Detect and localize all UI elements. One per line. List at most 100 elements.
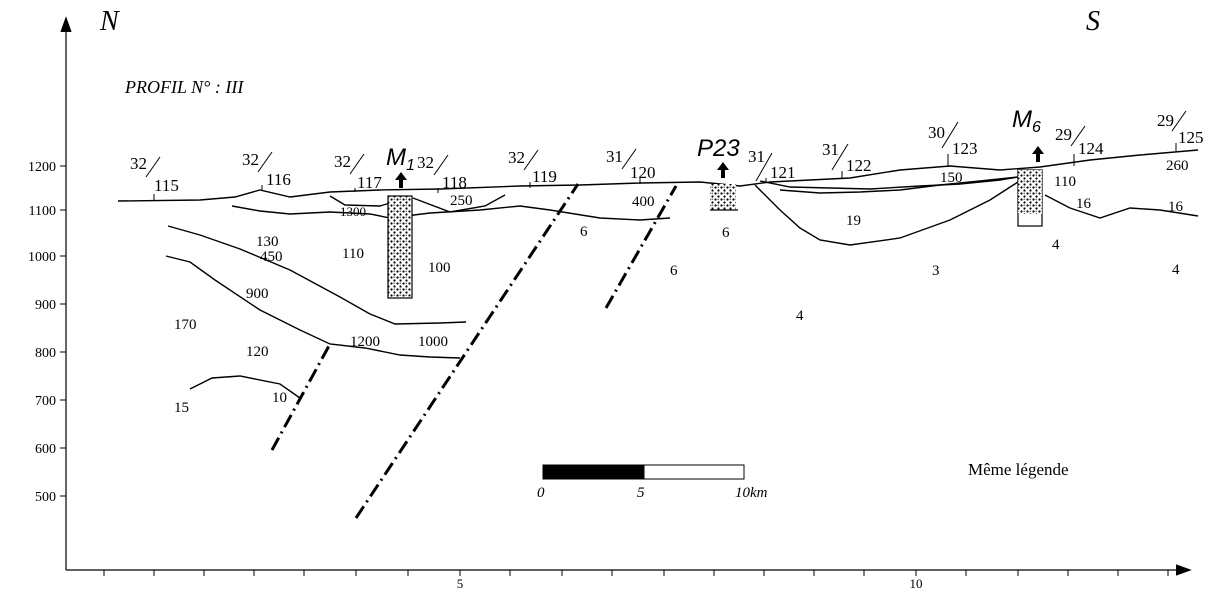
resistivity-value: 4 bbox=[796, 308, 804, 324]
south-label: S bbox=[1086, 6, 1100, 37]
resistivity-value: 110 bbox=[1054, 174, 1076, 190]
station-denominator: 123 bbox=[952, 139, 978, 158]
y-axis-arrow bbox=[60, 16, 72, 33]
resistivity-value: 260 bbox=[1166, 158, 1189, 174]
station-123: 30 123 bbox=[928, 121, 978, 166]
x-tick-label: 10 bbox=[910, 576, 923, 591]
station-numerator: 32 bbox=[508, 148, 525, 167]
station-denominator: 124 bbox=[1078, 139, 1104, 158]
resistivity-values: 1300 250 400 130 450 110 100 6 6 6 900 1… bbox=[174, 158, 1189, 416]
boundary-150-upper bbox=[759, 176, 1019, 190]
boundary-130 bbox=[167, 225, 467, 325]
well-m1: M1 bbox=[386, 144, 415, 299]
station-125: 29 125 bbox=[1157, 110, 1204, 151]
station-numerator: 32 bbox=[417, 153, 434, 172]
station-numerator: 31 bbox=[606, 147, 623, 166]
well-p23: P23 bbox=[697, 135, 740, 211]
resistivity-value: 15 bbox=[174, 400, 189, 416]
station-124: 29 124 bbox=[1055, 125, 1104, 166]
y-tick-label: 700 bbox=[35, 394, 56, 409]
station-denominator: 116 bbox=[266, 170, 291, 189]
resistivity-value: 110 bbox=[342, 246, 364, 262]
resistivity-value: 10 bbox=[272, 390, 287, 406]
y-tick-label: 1000 bbox=[28, 250, 56, 265]
resistivity-value: 19 bbox=[846, 213, 861, 229]
station-denominator: 125 bbox=[1178, 128, 1204, 147]
station-117: 32 117 bbox=[334, 152, 382, 192]
boundary-150-lower bbox=[779, 176, 1019, 194]
station-118: 32 118 bbox=[417, 153, 467, 193]
resistivity-value: 4 bbox=[1172, 262, 1180, 278]
station-numerator: 31 bbox=[748, 147, 765, 166]
station-denominator: 117 bbox=[357, 173, 382, 192]
well-m6: M6 bbox=[1012, 106, 1044, 227]
station-numerator: 32 bbox=[130, 154, 147, 173]
scale-bar-white-segment bbox=[643, 464, 745, 480]
well-p23-arrow bbox=[717, 162, 729, 178]
scale-bar-black-segment bbox=[542, 464, 645, 480]
y-tick-label: 500 bbox=[35, 490, 56, 505]
resistivity-value: 250 bbox=[450, 193, 473, 209]
y-tick-labels: 1200 1100 1000 900 800 700 600 500 bbox=[28, 160, 56, 505]
resistivity-value: 1200 bbox=[350, 334, 380, 350]
resistivity-value: 16 bbox=[1076, 196, 1092, 212]
topographic-surface bbox=[117, 149, 1199, 202]
resistivity-value: 450 bbox=[260, 249, 283, 265]
station-denominator: 119 bbox=[532, 167, 557, 186]
scale-label: 5 bbox=[637, 485, 645, 501]
station-denominator: 122 bbox=[846, 156, 872, 175]
resistivity-value: 150 bbox=[940, 170, 963, 186]
station-numerator: 30 bbox=[928, 123, 945, 142]
boundary-900 bbox=[165, 255, 461, 359]
x-tick-labels: 5 10 bbox=[457, 576, 923, 591]
resistivity-value: 6 bbox=[670, 263, 678, 279]
station-115: 32 115 bbox=[130, 154, 179, 200]
x-axis-arrow bbox=[1175, 564, 1192, 576]
boundary-1300-lens bbox=[329, 195, 391, 207]
resistivity-value: 900 bbox=[246, 286, 269, 302]
legend-note: Même légende bbox=[968, 460, 1069, 479]
resistivity-value: 16 bbox=[1168, 199, 1184, 215]
resistivity-value: 130 bbox=[256, 234, 279, 250]
boundary-16 bbox=[1044, 194, 1199, 219]
station-122: 31 122 bbox=[822, 140, 872, 179]
station-numerator: 32 bbox=[242, 150, 259, 169]
axes bbox=[60, 16, 1192, 576]
well-m1-arrow bbox=[395, 172, 407, 188]
well-m6-arrow bbox=[1032, 146, 1044, 162]
well-p23-column bbox=[710, 184, 736, 210]
resistivity-value: 4 bbox=[1052, 237, 1060, 253]
y-tick-label: 1200 bbox=[28, 160, 56, 175]
y-tick-label: 600 bbox=[35, 442, 56, 457]
station-denominator: 118 bbox=[442, 173, 467, 192]
well-m1-column bbox=[387, 195, 413, 299]
resistivity-value: 100 bbox=[428, 260, 451, 276]
well-p23-label: P23 bbox=[697, 135, 740, 162]
station-denominator: 121 bbox=[770, 163, 796, 182]
stations: 32 115 32 116 32 117 32 118 32 119 bbox=[130, 110, 1204, 200]
station-116: 32 116 bbox=[242, 150, 291, 191]
well-m6-label: M6 bbox=[1012, 106, 1041, 136]
layer-boundaries bbox=[117, 149, 1199, 399]
scale-bar: 0 5 10km bbox=[537, 464, 768, 501]
boundary-shallow-west bbox=[231, 205, 671, 221]
resistivity-value: 1300 bbox=[340, 204, 366, 219]
resistivity-value: 6 bbox=[722, 225, 730, 241]
well-m1-label: M1 bbox=[386, 144, 415, 174]
station-denominator: 115 bbox=[154, 176, 179, 195]
x-ticks bbox=[103, 570, 1169, 576]
station-numerator: 32 bbox=[334, 152, 351, 171]
x-tick-label: 5 bbox=[457, 576, 464, 591]
fault-line-1 bbox=[270, 343, 332, 451]
resistivity-value: 6 bbox=[580, 224, 588, 240]
north-label: N bbox=[99, 6, 120, 37]
resistivity-value: 1000 bbox=[418, 334, 448, 350]
faults bbox=[270, 183, 678, 519]
station-denominator: 120 bbox=[630, 163, 656, 182]
y-ticks bbox=[60, 165, 66, 497]
boundary-250-lens bbox=[412, 194, 506, 213]
resistivity-value: 170 bbox=[174, 317, 197, 333]
profile-title: PROFIL N° : III bbox=[124, 77, 244, 97]
y-tick-label: 800 bbox=[35, 346, 56, 361]
